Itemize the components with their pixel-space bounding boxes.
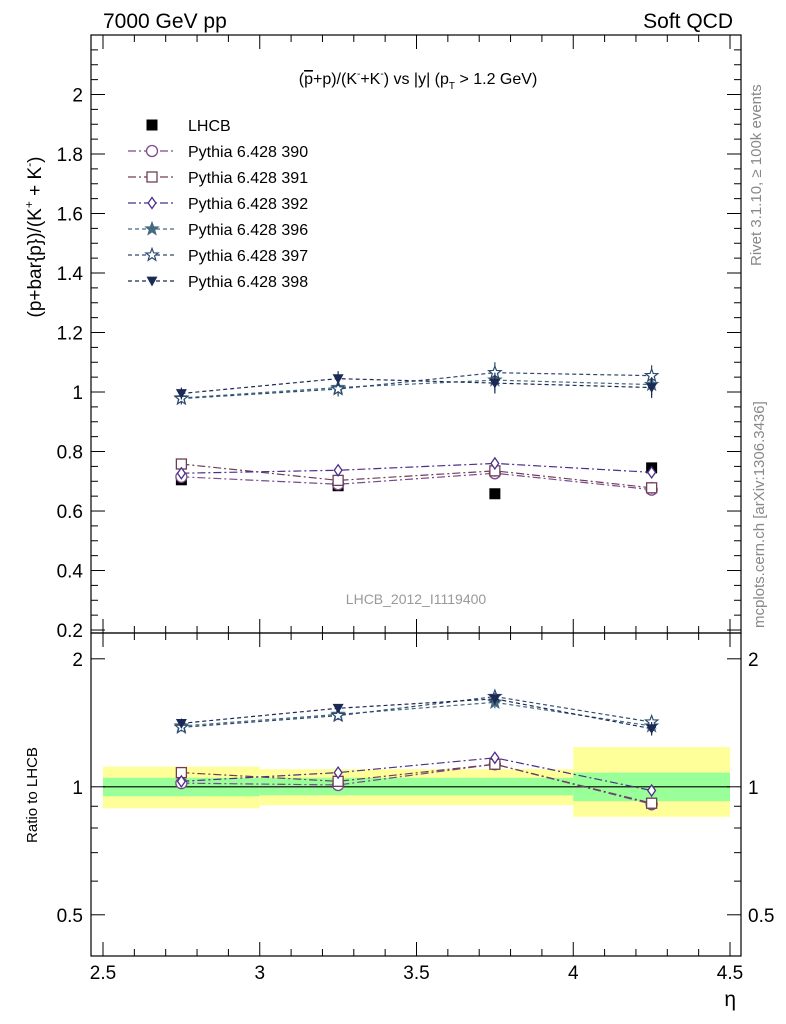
- ratio-y-tick-label: 1: [72, 778, 83, 799]
- legend-label: Pythia 6.428 392: [188, 196, 308, 213]
- ratio-series-pythia-6-428-396: [173, 694, 660, 733]
- legend-item: Pythia 6.428 390: [128, 144, 308, 161]
- series-pythia-6-428-392: [176, 456, 657, 480]
- series-line: [181, 472, 652, 491]
- x-tick-label: 3.5: [403, 963, 429, 984]
- ratio-data-point: [333, 765, 343, 780]
- ratio-y-tick-label-right: 2: [748, 650, 759, 671]
- rivet-label: Rivet 3.1.10, ≥ 100k events: [748, 84, 765, 266]
- series-line: [181, 462, 652, 474]
- legend-marker: [145, 144, 159, 158]
- legend-marker: [144, 246, 160, 262]
- legend-item: Pythia 6.428 391: [128, 170, 308, 187]
- header-left: 7000 GeV pp: [103, 10, 227, 33]
- legend-label: Pythia 6.428 397: [188, 248, 308, 265]
- ratio-data-point: [330, 707, 346, 723]
- main-y-axis-label: (p+bar{p})/(K+ + K-): [22, 157, 46, 318]
- ratio-y-axis-label: Ratio to LHCB: [24, 747, 41, 843]
- main-y-tick-label: 2: [72, 86, 83, 107]
- legend-marker: [146, 171, 158, 183]
- x-axis-label: η: [724, 988, 736, 1011]
- ratio-data-point: [490, 751, 500, 765]
- main-y-tick-label: 1.4: [57, 264, 84, 285]
- data-point: [175, 389, 187, 400]
- series-line: [181, 378, 652, 395]
- series-pythia-6-428-391: [175, 458, 658, 494]
- data-point: [333, 463, 343, 477]
- ratio-y-tick-label-right: 0.5: [748, 906, 774, 927]
- ratio-series-line: [181, 763, 652, 804]
- x-tick-label: 4: [568, 963, 579, 984]
- main-y-tick-label: 1.6: [57, 205, 83, 226]
- legend-marker: [144, 220, 160, 236]
- legend-item: Pythia 6.428 397: [128, 246, 308, 265]
- main-y-tick-label: 1.2: [57, 324, 83, 345]
- series-pythia-6-428-398: [175, 371, 658, 400]
- data-point: [176, 466, 187, 480]
- header-right: Soft QCD: [643, 10, 733, 33]
- legend-label: Pythia 6.428 390: [188, 144, 308, 161]
- mcplots-label: mcplots.cern.ch [arXiv:1306.3436]: [751, 401, 768, 628]
- ratio-series-line: [181, 698, 652, 730]
- data-point: [646, 465, 657, 479]
- ratio-series-line: [181, 695, 652, 728]
- data-point: [490, 456, 500, 471]
- legend-label: Pythia 6.428 396: [188, 222, 308, 239]
- series-line: [181, 372, 652, 400]
- data-point: [332, 374, 344, 385]
- legend-label: Pythia 6.428 398: [188, 274, 308, 291]
- legend-label: LHCB: [188, 118, 231, 135]
- ratio-series-line: [181, 757, 652, 792]
- legend-marker: [146, 276, 158, 287]
- legend-marker: [146, 119, 158, 131]
- x-tick-label: 3: [254, 963, 265, 984]
- ratio-data-point: [646, 783, 657, 798]
- data-point: [330, 380, 346, 396]
- legend-item: LHCB: [146, 118, 231, 135]
- x-tick-label: 2.5: [90, 963, 116, 984]
- legend-item: Pythia 6.428 398: [128, 274, 308, 291]
- ratio-series-pythia-6-428-392: [176, 751, 657, 798]
- ratio-data-point: [175, 718, 187, 729]
- data-point: [489, 378, 501, 389]
- ratio-series-pythia-6-428-397: [173, 688, 660, 734]
- main-watermark: LHCB_2012_I1119400: [346, 591, 487, 607]
- ratio-data-point: [489, 694, 501, 705]
- ratio-data-point: [176, 774, 187, 788]
- main-y-tick-label: 1.8: [57, 145, 83, 166]
- legend: LHCB Pythia 6.428 390 Pythia 6.428 391 Pyth…: [128, 118, 308, 291]
- series-line: [181, 379, 652, 399]
- main-plot: 0.2 0.4 0.6 0.8 1 1.2 1.4 1.6 1.8 2: [57, 34, 742, 642]
- data-point: [645, 482, 658, 494]
- legend-label: Pythia 6.428 391: [188, 170, 308, 187]
- ratio-y-tick-label: 2: [72, 650, 83, 671]
- main-y-tick-label: 0.8: [57, 443, 83, 464]
- main-y-tick-label: 0.6: [57, 502, 83, 523]
- data-point: [646, 383, 658, 394]
- ratio-data-point: [646, 724, 658, 735]
- ratio-data-point: [332, 703, 344, 714]
- main-y-tick-label: 0.2: [57, 621, 83, 642]
- data-point: [489, 488, 501, 500]
- x-tick-label: 4.5: [717, 963, 743, 984]
- ratio-y-tick-label-right: 1: [748, 778, 759, 799]
- series-line: [181, 463, 652, 489]
- ratio-series-pythia-6-428-398: [175, 693, 658, 736]
- ratio-data-point: [645, 797, 658, 809]
- main-y-tick-label: 0.4: [57, 562, 84, 583]
- series-pythia-6-428-397: [173, 362, 660, 406]
- legend-item: Pythia 6.428 396: [128, 220, 308, 239]
- main-y-tick-label: 1: [72, 383, 83, 404]
- ratio-plot: 0.5 0.5 1 1 2 2 2.5 3 3.5 4 4.5: [57, 632, 774, 984]
- legend-marker: [147, 196, 157, 210]
- ratio-y-tick-label: 0.5: [57, 906, 83, 927]
- legend-item: Pythia 6.428 392: [128, 196, 308, 213]
- main-chart-title: (p+p)/(K-+K-) vs |y| (pT > 1.2 GeV): [299, 69, 538, 92]
